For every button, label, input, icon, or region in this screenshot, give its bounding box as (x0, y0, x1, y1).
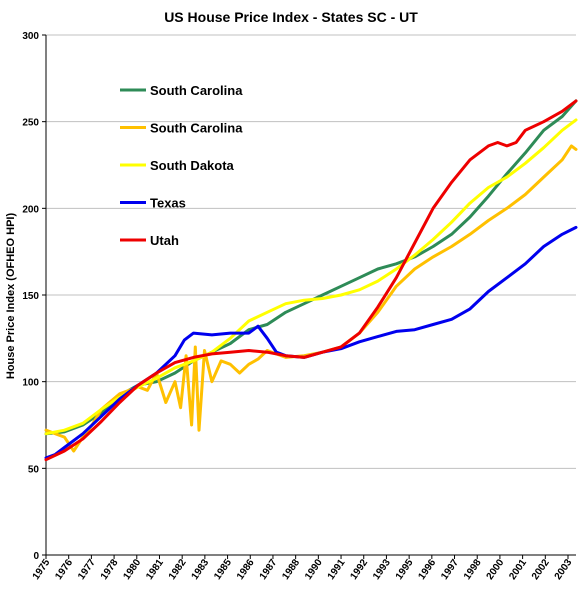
y-tick-label: 250 (22, 118, 39, 129)
legend-item-1: South Carolina (120, 83, 243, 98)
x-tick-label: 1985 (212, 557, 234, 582)
x-tick-label: 1978 (99, 557, 121, 582)
y-tick-label: 300 (22, 31, 39, 42)
legend-item-4: Texas (120, 196, 186, 211)
series-line-5 (44, 99, 578, 462)
x-tick-label: 1982 (167, 557, 189, 582)
y-axis-label: House Price Index (OFHEO HPI) (5, 213, 17, 380)
x-tick-label: 1988 (280, 557, 302, 582)
x-tick-label: 1995 (394, 557, 416, 582)
x-tick-label: 2002 (530, 557, 552, 582)
legend-item-5: Utah (120, 233, 179, 248)
legend-item-3: South Dakota (120, 158, 235, 173)
series-line-3 (44, 118, 578, 436)
y-tick-label: 200 (22, 204, 39, 215)
y-tick-label: 0 (33, 551, 39, 562)
x-tick-label: 1993 (371, 557, 393, 582)
chart-title: US House Price Index - States SC - UT (164, 9, 418, 25)
legend-label: Texas (150, 196, 186, 211)
series-line-4 (44, 225, 578, 460)
x-tick-label: 1996 (417, 557, 439, 582)
legend-item-2: South Carolina (120, 121, 243, 136)
gridlines (46, 34, 576, 469)
x-tick-label: 1991 (326, 557, 348, 582)
y-tick-label: 100 (22, 378, 39, 389)
x-tick-label: 1983 (190, 557, 212, 582)
x-tick-label: 1981 (144, 557, 166, 582)
x-tick-label: 1986 (235, 557, 257, 582)
x-tick-label: 1977 (76, 557, 98, 582)
series-line-1 (44, 99, 578, 436)
x-tick-label: 2001 (507, 557, 529, 582)
x-tick-label: 1990 (303, 557, 325, 582)
x-tick-label: 1997 (439, 557, 461, 582)
legend-label: Utah (150, 233, 179, 248)
y-tick-label: 50 (28, 464, 40, 475)
x-tick-label: 1987 (258, 557, 280, 582)
legend-label: South Carolina (150, 121, 243, 136)
x-tick-label: 1998 (462, 557, 484, 582)
x-tick-label: 1976 (53, 557, 75, 582)
series-line-2 (44, 144, 578, 453)
legend-label: South Carolina (150, 83, 243, 98)
legend-label: South Dakota (150, 158, 235, 173)
x-tick-label: 1980 (121, 557, 143, 582)
series-lines (44, 99, 578, 462)
legend: South Carolina South Carolina South Dakota… (120, 83, 243, 248)
x-tick-label: 1992 (348, 557, 370, 582)
x-tick-label: 2003 (553, 557, 575, 582)
y-tick-label: 150 (22, 291, 39, 302)
x-tick-label: 2000 (485, 557, 507, 582)
